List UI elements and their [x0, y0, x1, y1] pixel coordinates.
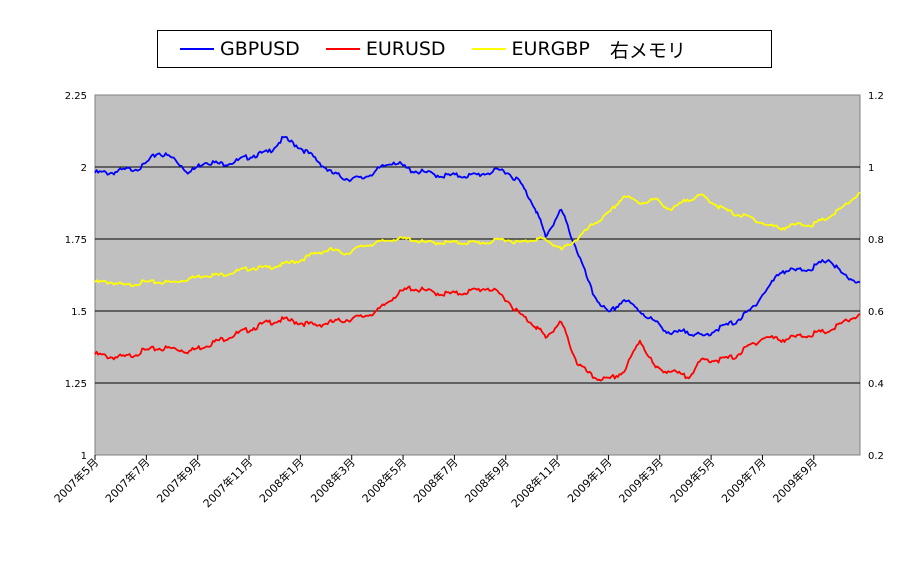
- x-tick-label: 2007年7月: [102, 455, 152, 505]
- series-line-gbpusd: [94, 135, 861, 337]
- legend-swatch-eurusd: [325, 48, 360, 50]
- series-lines: [94, 135, 861, 382]
- x-tick-label: 2007年11月: [200, 455, 255, 510]
- legend-item-gbpusd: GBPUSD: [180, 38, 300, 60]
- y-axis-left-labels: 1 1.25 1.5 1.75 2 2.25: [65, 91, 87, 462]
- y-axis-right-labels: 0.2 0.4 0.6 0.8 1 1.2: [868, 91, 884, 462]
- x-tick-label: 2009年5月: [667, 455, 717, 505]
- x-tick-label: 2009年9月: [770, 455, 820, 505]
- gridlines: [95, 166, 860, 384]
- series-line-eurgbp: [94, 191, 861, 288]
- plot-area: [94, 94, 861, 456]
- series-line-eurusd: [94, 285, 861, 382]
- y-right-tick-label: 0.8: [868, 235, 884, 246]
- y-right-tick-label: 1.2: [868, 91, 884, 102]
- y-left-tick-label: 1.5: [71, 307, 87, 318]
- x-tick-label: 2008年1月: [256, 455, 306, 505]
- legend-label-gbpusd: GBPUSD: [220, 38, 300, 60]
- y-left-tick-label: 2.25: [65, 91, 87, 102]
- y-left-tick-label: 2: [81, 163, 87, 174]
- legend-item-eurgbp: EURGBP: [471, 38, 590, 60]
- x-tick-label: 2008年7月: [410, 455, 460, 505]
- legend: GBPUSD EURUSD EURGBP 右メモリ: [157, 30, 772, 68]
- x-tick-label: 2009年1月: [564, 455, 614, 505]
- legend-note-right-axis: 右メモリ: [609, 39, 686, 62]
- y-right-tick-label: 1: [868, 163, 874, 174]
- legend-label-eurgbp: EURGBP: [511, 38, 590, 60]
- x-tick-label: 2008年3月: [308, 455, 358, 505]
- legend-swatch-gbpusd: [180, 48, 214, 50]
- y-left-tick-label: 1.25: [65, 379, 87, 390]
- x-axis-ticks: [94, 455, 815, 460]
- x-tick-label: 2007年9月: [154, 455, 204, 505]
- x-tick-label: 2008年11月: [508, 455, 563, 510]
- legend-item-eurusd: EURUSD: [325, 38, 446, 60]
- legend-label-eurusd: EURUSD: [365, 38, 446, 60]
- x-tick-label: 2009年3月: [616, 455, 666, 505]
- legend-swatch-eurgbp: [471, 48, 506, 50]
- y-left-tick-label: 1: [81, 451, 87, 462]
- y-right-tick-label: 0.2: [868, 451, 884, 462]
- x-tick-label: 2007年5月: [51, 455, 101, 505]
- x-tick-label: 2008年5月: [359, 455, 409, 505]
- y-right-tick-label: 0.4: [868, 379, 884, 390]
- y-right-tick-label: 0.6: [868, 307, 884, 318]
- x-tick-label: 2008年9月: [462, 455, 512, 505]
- y-left-tick-label: 1.75: [65, 235, 87, 246]
- x-tick-label: 2009年7月: [718, 455, 768, 505]
